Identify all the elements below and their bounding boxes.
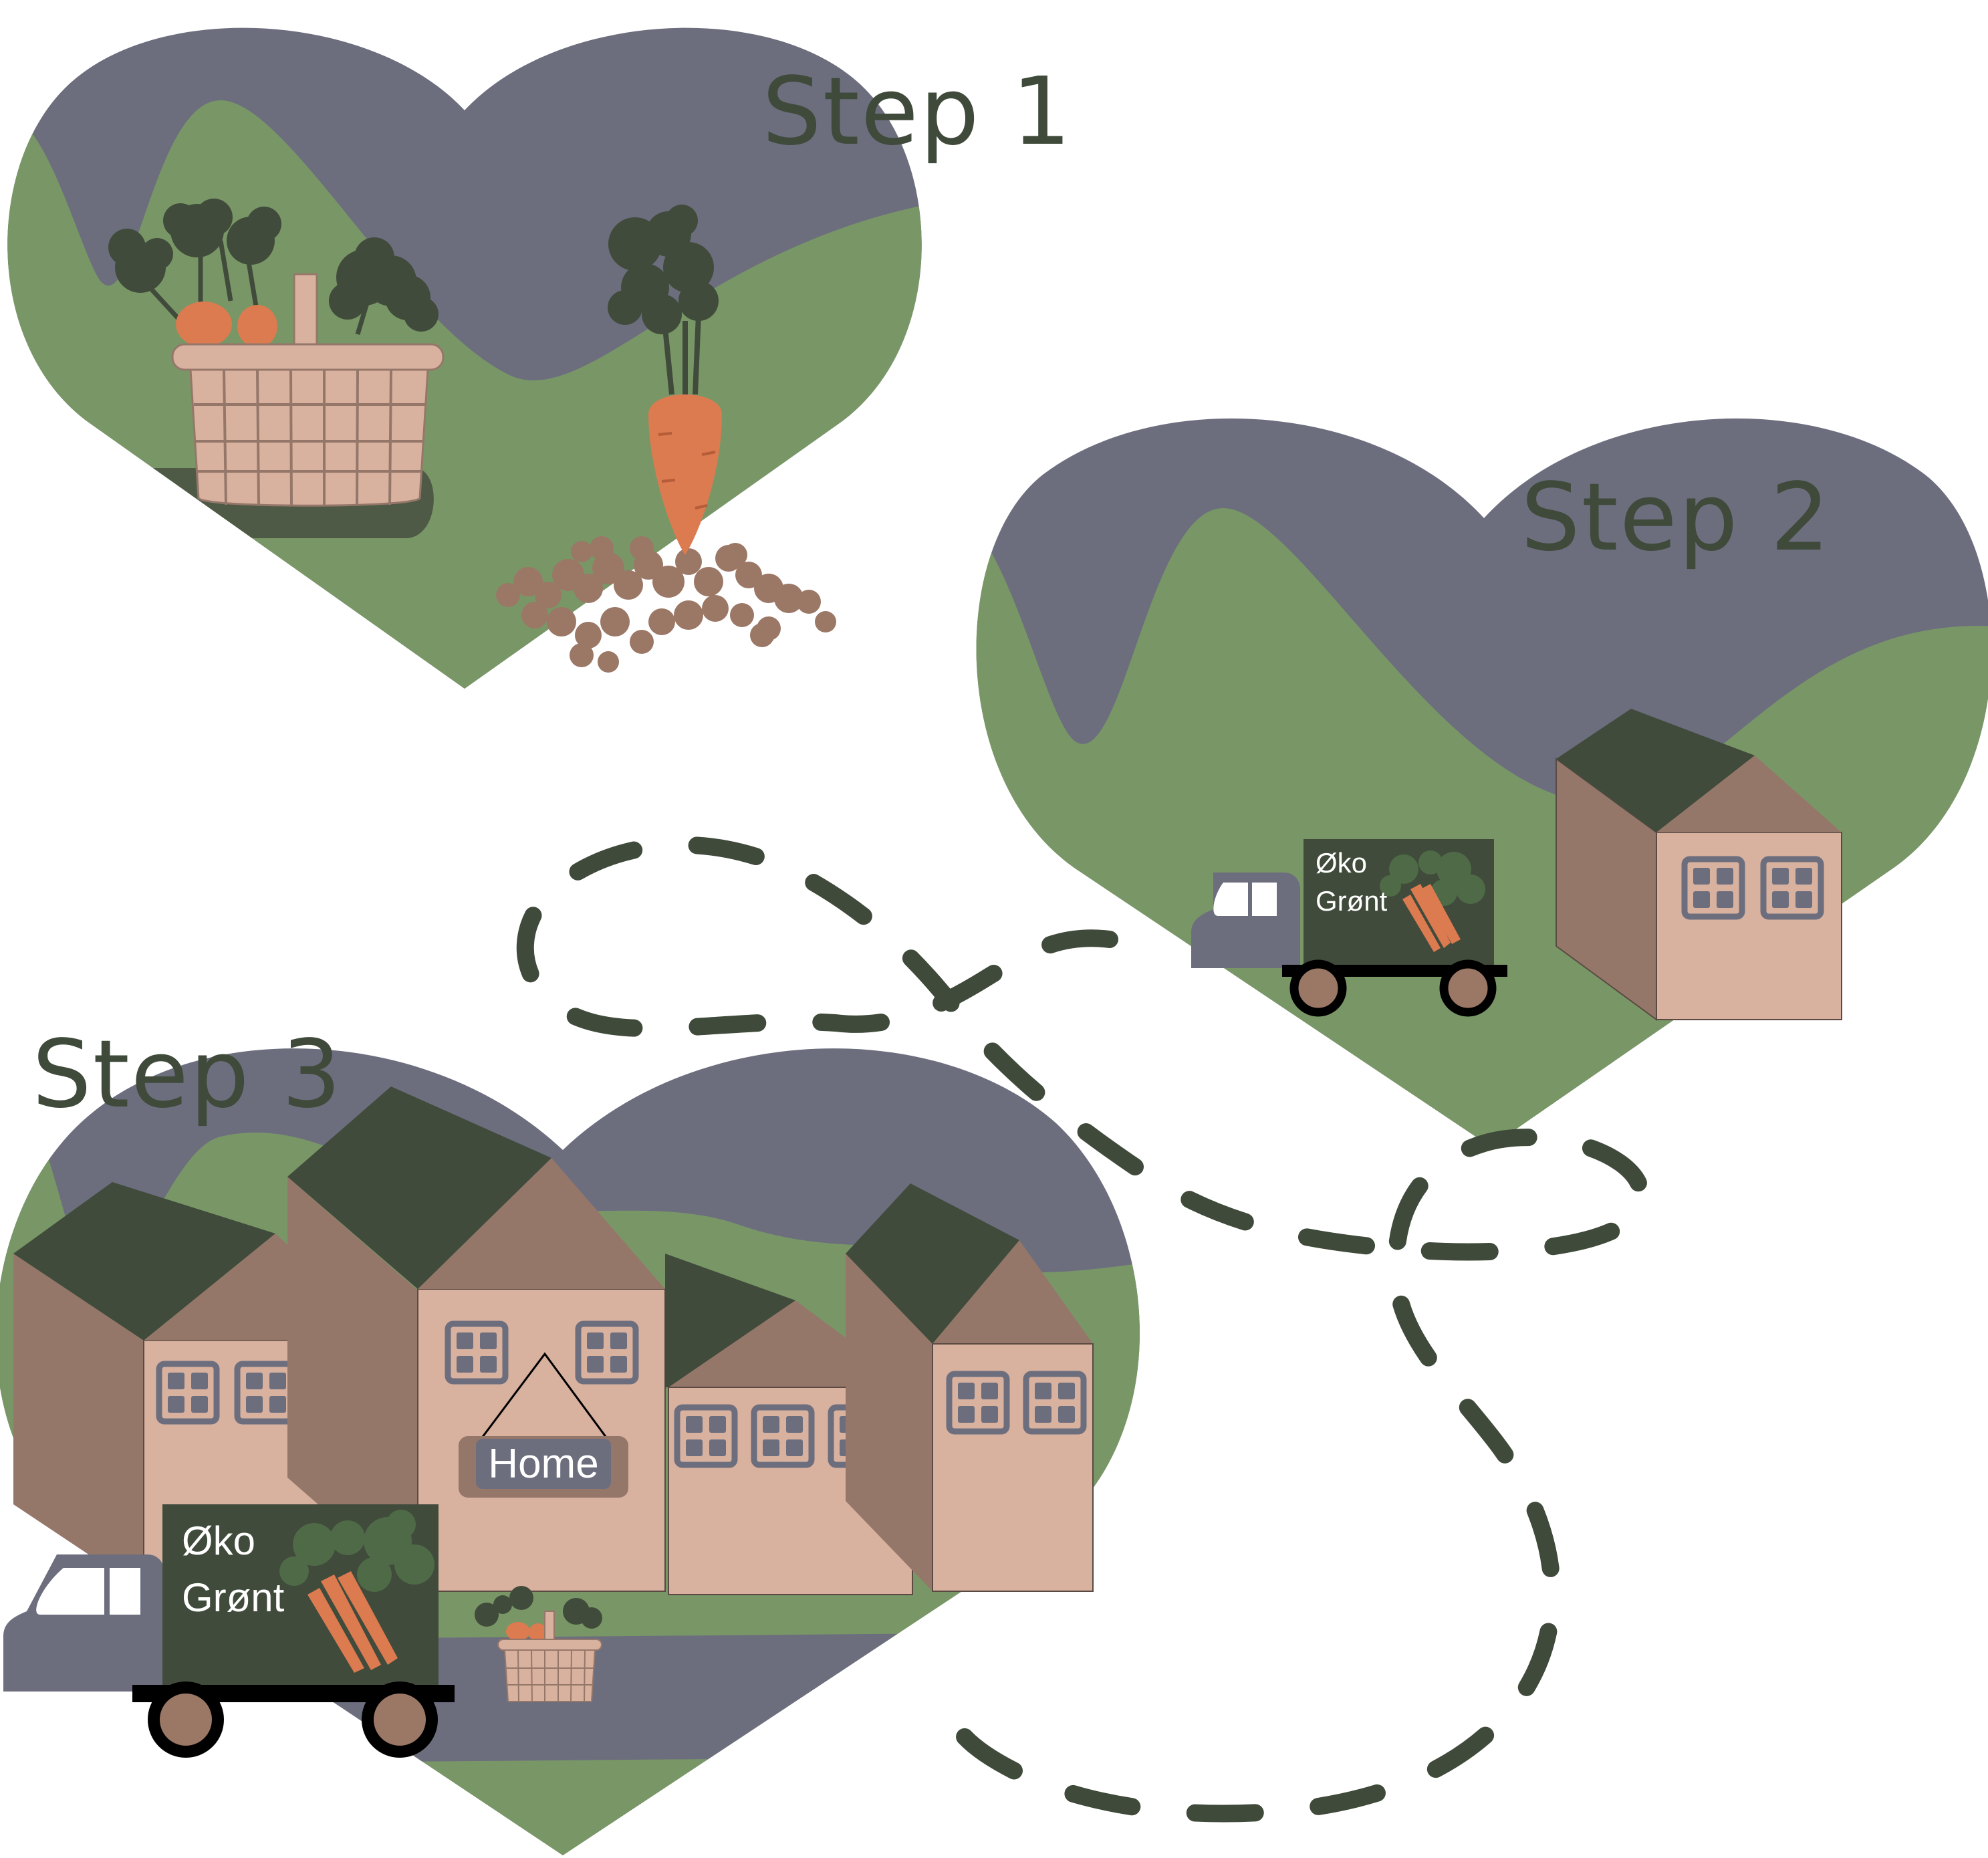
step-2-label: Step 2 bbox=[1521, 463, 1831, 572]
dashed-route bbox=[516, 836, 1650, 1823]
vegetable-basket bbox=[108, 199, 445, 507]
warehouse bbox=[1556, 709, 1842, 1021]
step-3-label: Step 3 bbox=[32, 1020, 342, 1129]
truck-large-line1: Øko bbox=[182, 1518, 255, 1563]
small-basket bbox=[475, 1586, 602, 1702]
home-sign-text: Home bbox=[488, 1441, 598, 1487]
home-sign: Home bbox=[459, 1352, 628, 1498]
delivery-truck-large: Øko Grønt bbox=[3, 1504, 455, 1758]
step-1-label: Step 1 bbox=[762, 57, 1072, 166]
truck-small-line1: Øko bbox=[1316, 847, 1367, 879]
truck-small-line2: Grønt bbox=[1316, 885, 1388, 917]
delivery-truck-small: Øko Grønt bbox=[1191, 839, 1507, 1017]
town-buildings bbox=[13, 1086, 1094, 1595]
truck-large-line2: Grønt bbox=[182, 1575, 285, 1620]
carrot-in-soil bbox=[496, 205, 836, 673]
